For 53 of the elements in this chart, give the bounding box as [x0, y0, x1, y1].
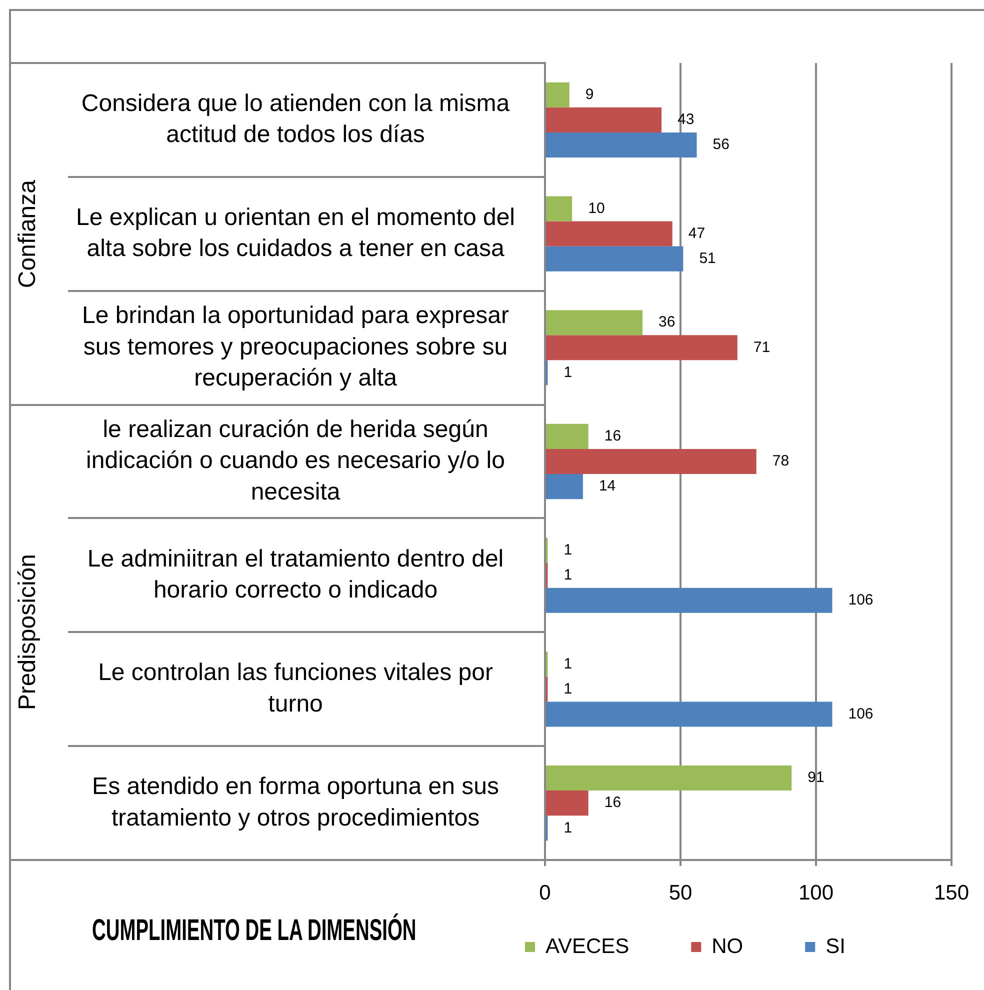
y-tick-label: Le controlan las funciones vitales por turno — [98, 659, 493, 718]
data-label: 91 — [808, 769, 824, 786]
bar — [546, 132, 697, 158]
data-label: 56 — [712, 136, 730, 154]
data-label: 106 — [848, 705, 874, 722]
y-tick-label: Considera que lo atienden con la misma actitud de todos los días — [81, 90, 510, 148]
legend-label: AVECES — [546, 934, 630, 958]
data-label: 51 — [699, 250, 716, 267]
bar — [546, 221, 672, 246]
data-label: 106 — [848, 592, 874, 609]
bar — [546, 335, 738, 360]
bar — [546, 82, 570, 108]
data-label: 10 — [588, 200, 605, 217]
y-tick-label: Le adminiitran el tratamiento dentro del horario correcto o indicado — [87, 545, 504, 604]
data-label: 1 — [564, 655, 572, 672]
data-label: 9 — [585, 86, 594, 104]
data-label: 16 — [604, 794, 622, 812]
bar — [546, 766, 792, 791]
text: Predisposición — [14, 554, 42, 710]
bar — [546, 196, 572, 222]
bar — [546, 310, 643, 336]
bar — [546, 246, 684, 272]
bar — [546, 474, 583, 500]
bar — [546, 790, 588, 816]
data-label: 1 — [564, 819, 572, 836]
x-tick-label: 100 — [798, 881, 834, 904]
bar — [546, 107, 662, 132]
x-tick-label: 0 — [539, 881, 551, 904]
bar — [546, 702, 832, 727]
data-label: 47 — [688, 224, 706, 242]
y-tick-label: Es atendido en forma oportuna en sus tratamiento y otros procedimientos — [92, 773, 499, 832]
data-label: 43 — [678, 111, 694, 128]
data-label: 1 — [564, 680, 572, 698]
text: CUMPLIMIENTO DE LA DIMENSIÓN — [92, 914, 416, 947]
y-tick-label: le realizan curación de herida según indicación o cuando es necesario y/o lo necesita — [86, 416, 505, 506]
y-tick-label: Le explican u orientan en el momento del alta sobre los cuidados a tener en casa — [76, 204, 515, 262]
x-tick-label: 150 — [934, 881, 970, 904]
data-label: 1 — [564, 541, 572, 558]
legend-label: SI — [826, 934, 846, 958]
y-tick-label: Le brindan la oportunidad para expresar sus temores y preocupaciones sobre su recuperación y alta — [82, 302, 510, 392]
text: Confianza — [14, 180, 42, 288]
data-label: 36 — [658, 314, 676, 331]
data-label: 16 — [604, 428, 622, 445]
data-label: 14 — [598, 478, 616, 495]
x-tick-label: 50 — [668, 881, 692, 904]
bar — [546, 588, 832, 613]
bar — [546, 448, 756, 474]
data-label: 78 — [772, 452, 790, 470]
data-label: 71 — [753, 338, 770, 356]
data-label: 1 — [564, 566, 572, 584]
data-label: 1 — [564, 364, 572, 381]
bar — [546, 424, 588, 449]
legend-label: NO — [712, 934, 744, 958]
